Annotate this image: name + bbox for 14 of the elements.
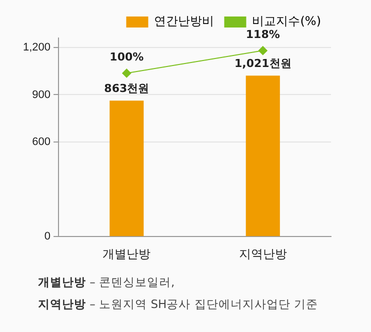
x-tick-label: 개별난방: [102, 247, 151, 262]
y-tick-label: 900: [32, 88, 51, 101]
y-tick-label: 1,200: [22, 41, 51, 54]
text: 지역난방 – 노원지역 SH공사 집단에너지사업단 기준: [38, 296, 319, 313]
data-label: 1,021천원: [234, 57, 292, 70]
legend-label: 비교지수(%): [252, 14, 321, 28]
data-label: 100%: [110, 50, 144, 64]
y-tick-label: 0: [44, 230, 51, 243]
x-tick-label: 지역난방: [238, 247, 287, 262]
text: 개별난방 – 콘덴싱보일러,: [38, 274, 176, 291]
legend-label: 연간난방비: [154, 14, 214, 28]
y-tick-label: 600: [32, 136, 51, 148]
data-label: 863천원: [104, 82, 150, 95]
data-label: 118%: [246, 28, 280, 41]
